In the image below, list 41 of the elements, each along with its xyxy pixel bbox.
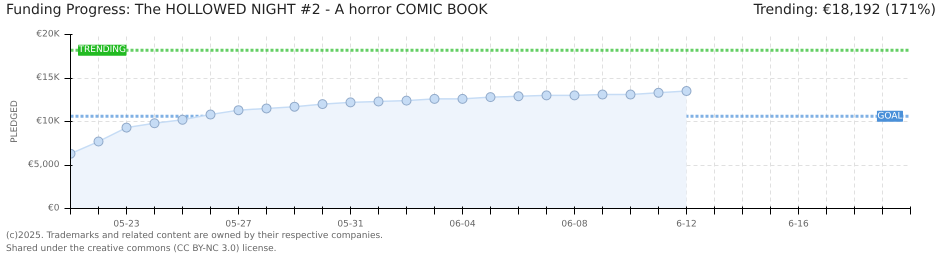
point xyxy=(150,118,160,128)
x-tick-label: 06-04 xyxy=(449,220,476,230)
y-tick-label: €5,000 xyxy=(28,160,60,170)
text: (c)2025. Trademarks and related content are owned by their respective companies. xyxy=(6,231,384,241)
text: Shared under the creative commons (CC BY-NC 3.0) license. xyxy=(6,244,277,254)
point xyxy=(178,114,188,125)
point xyxy=(94,136,104,146)
x-tick-label: 06-08 xyxy=(561,220,588,230)
ref-line-label: TRENDING xyxy=(78,45,126,56)
x-tick-label: 6-16 xyxy=(788,220,809,230)
point xyxy=(430,94,440,104)
y-tick-label: €20K xyxy=(36,30,61,40)
point xyxy=(626,90,636,100)
point xyxy=(234,105,244,116)
x-tick-label: 05-31 xyxy=(337,220,364,230)
point xyxy=(346,97,356,108)
y-tick-label: €10K xyxy=(36,116,61,126)
point xyxy=(122,122,132,133)
point xyxy=(318,99,328,110)
chart-subtitle: Trending: €18,192 (171%) xyxy=(754,1,936,20)
point xyxy=(682,86,692,96)
y-tick-label: €0 xyxy=(48,204,60,214)
x-tick-label: 05-27 xyxy=(225,220,252,230)
point xyxy=(654,88,664,98)
point xyxy=(514,91,524,102)
point xyxy=(206,110,216,120)
x-tick-label: 05-23 xyxy=(113,220,140,230)
point xyxy=(290,102,300,112)
point xyxy=(458,94,468,104)
point xyxy=(402,96,412,106)
point xyxy=(374,96,384,106)
point xyxy=(570,90,580,100)
chart-title: Funding Progress: The HOLLOWED NIGHT #2 - A horror COMIC BOOK xyxy=(6,1,488,20)
ref-line-label: GOAL xyxy=(877,111,903,122)
point xyxy=(486,92,496,102)
x-tick-label: 6-12 xyxy=(676,220,697,230)
point xyxy=(598,90,608,100)
point xyxy=(542,90,552,100)
y-tick-label: €15K xyxy=(36,73,61,83)
y-axis-title: PLEDGED xyxy=(10,100,20,143)
point xyxy=(262,103,272,114)
